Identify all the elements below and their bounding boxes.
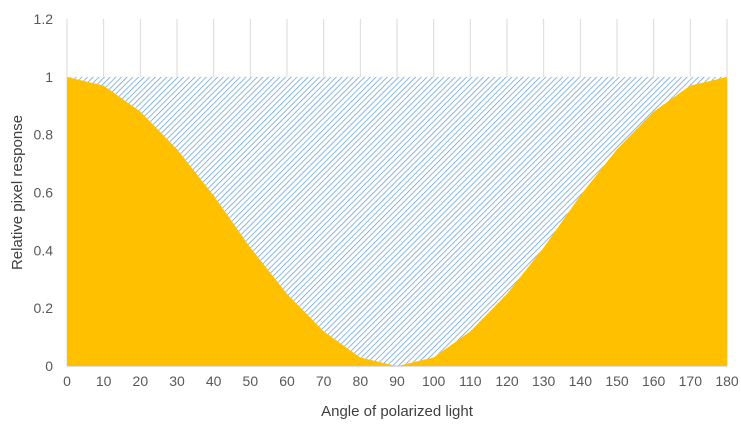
x-tick-label-170: 170 (679, 373, 703, 389)
x-tick-label-110: 110 (459, 373, 482, 389)
y-tick-label-1: 0.2 (34, 300, 54, 316)
y-tick-label-0: 0 (45, 358, 53, 374)
x-tick-label-80: 80 (353, 373, 369, 389)
x-tick-label-70: 70 (316, 373, 332, 389)
area-series-2 (67, 76, 727, 366)
tick-labels: 0 10 20 30 40 50 60 70 80 90 100 110 120 130 140 150 160… (34, 11, 739, 389)
x-tick-label-160: 160 (642, 373, 666, 389)
y-tick-label-3: 0.6 (34, 185, 54, 201)
area-series (67, 76, 727, 366)
y-tick-label-2: 0.4 (34, 242, 54, 258)
x-tick-label-60: 60 (279, 373, 295, 389)
x-tick-label-40: 40 (206, 373, 222, 389)
x-tick-label-90: 90 (389, 373, 405, 389)
x-tick-label-140: 140 (569, 373, 593, 389)
x-tick-label-130: 130 (532, 373, 556, 389)
y-tick-label-4: 0.8 (34, 127, 54, 143)
x-tick-label-20: 20 (133, 373, 149, 389)
y-axis-title: Relative pixel response (9, 115, 26, 270)
x-tick-label-10: 10 (96, 373, 112, 389)
x-tick-label-0: 0 (63, 373, 71, 389)
area-series-1 (67, 76, 727, 366)
x-tick-label-150: 150 (605, 373, 629, 389)
y-tick-label-5: 1 (45, 69, 53, 85)
x-axis-title: Angle of polarized light (321, 403, 474, 420)
x-tick-label-180: 180 (715, 373, 739, 389)
x-tick-label-100: 100 (422, 373, 446, 389)
x-tick-label-30: 30 (169, 373, 185, 389)
x-tick-label-50: 50 (243, 373, 259, 389)
x-tick-label-120: 120 (495, 373, 519, 389)
y-tick-label-6: 1.2 (34, 11, 54, 27)
